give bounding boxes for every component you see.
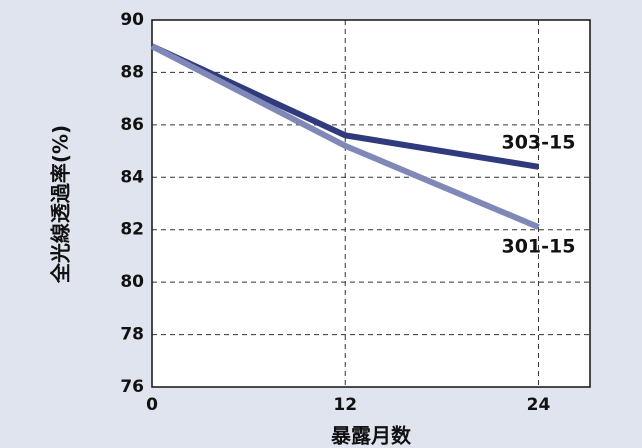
series-label: 303-15	[501, 131, 575, 153]
series-line	[150, 43, 539, 170]
x-tick-label: 24	[527, 395, 551, 415]
plot-frame	[151, 19, 591, 388]
x-tick-label: 12	[333, 395, 357, 415]
y-tick-label: 84	[120, 167, 144, 187]
x-axis-label: 暴露月数	[331, 424, 412, 448]
y-tick-label: 78	[120, 325, 144, 345]
x-tick-label: 0	[146, 395, 158, 415]
series-label: 301-15	[501, 236, 575, 258]
y-tick-label: 88	[120, 62, 144, 82]
y-axis-label: 全光線透過率(%)	[49, 125, 73, 284]
y-tick-label: 86	[120, 115, 144, 135]
series-line	[150, 43, 540, 230]
y-tick-label: 80	[120, 272, 144, 292]
y-tick-label: 76	[120, 377, 144, 397]
y-tick-label: 82	[120, 220, 144, 240]
y-tick-label: 90	[120, 10, 144, 30]
